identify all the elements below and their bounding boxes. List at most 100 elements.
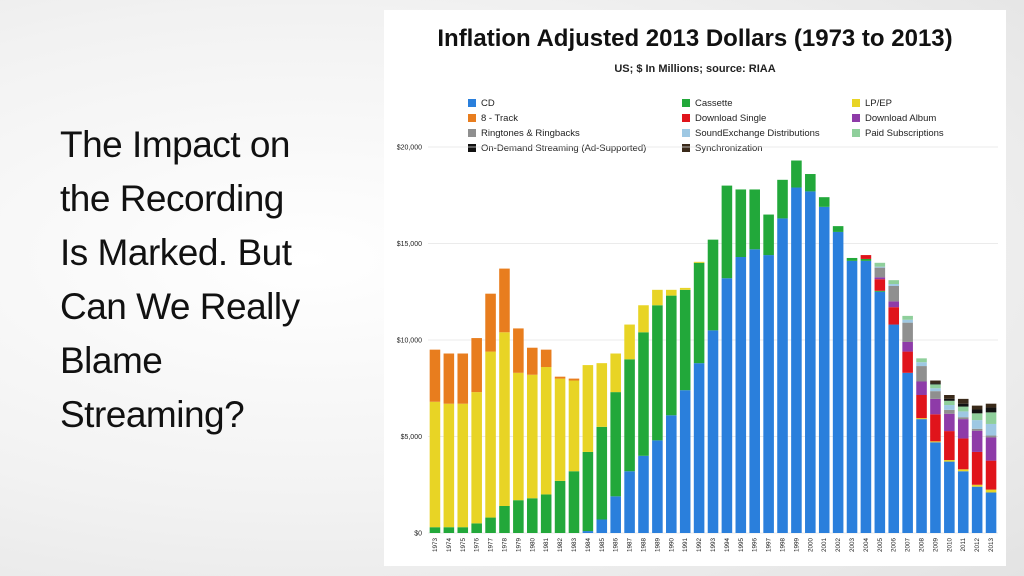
bar-segment [540,494,552,533]
bar-segment [805,174,816,192]
bar-segment [888,284,900,286]
bar-segment [749,249,760,534]
x-tick-label: 1987 [627,538,634,553]
bar-segment [666,415,677,533]
bar-segment [957,469,969,472]
bar-segment [874,291,886,533]
bar-segment [818,206,830,533]
bar-segment [610,496,621,533]
x-tick-label: 1992 [696,538,703,553]
bar-segment [499,332,510,506]
bar-segment [916,381,927,396]
bar-segment [971,430,983,452]
legend-swatch [682,129,690,137]
bar-segment [916,395,927,419]
bar-segment [860,260,872,533]
bar-segment [443,527,455,533]
x-tick-label: 1988 [640,538,647,553]
bar-segment [652,305,663,441]
bar-segment [930,391,941,399]
bar-segment [485,293,496,352]
x-tick-label: 1995 [738,538,745,553]
legend-label: Download Album [865,113,936,124]
bar-segment [443,403,455,528]
bar-segment [596,426,608,520]
bar-segment [930,380,941,384]
bar-segment [971,486,983,533]
bar-segment [652,440,663,533]
bar-segment [971,484,983,487]
x-tick-label: 1998 [780,538,787,553]
bar-segment [902,315,913,320]
x-tick-label: 1973 [432,538,439,553]
bar-segment [874,279,886,291]
legend-swatch [682,114,690,122]
bar-segment [944,460,955,462]
x-tick-label: 2009 [932,538,939,553]
bar-segment [471,523,482,533]
bar-segment [485,517,496,533]
bar-segment [971,451,983,485]
bar-segment [582,365,594,452]
x-tick-label: 2003 [849,538,856,553]
bar-segment [930,414,941,442]
bar-segment [582,451,594,532]
bar-segment [888,301,900,308]
bar-segment [902,341,913,352]
slide-title-line: The Impact on [60,124,291,165]
bar-segment [499,268,510,333]
y-tick-label: $20,000 [397,145,422,152]
x-tick-label: 1979 [515,538,522,553]
bar-segment [860,258,872,261]
bar-segment [457,527,469,533]
bar-segment [610,392,621,497]
bar-segment [832,231,844,534]
bar-segment [874,290,886,292]
bar-segment [874,262,886,267]
bar-segment [763,214,774,256]
bar-segment [554,376,566,379]
bar-segment [443,353,455,404]
bar-segment [916,418,927,420]
bar-segment [777,218,788,533]
bar-segment [957,398,969,404]
legend-swatch [852,114,860,122]
bar-segment [624,359,635,472]
bar-segment [596,519,608,533]
bar-segment [930,441,941,443]
bar-segment [971,413,983,421]
x-tick-label: 1989 [654,538,661,553]
bar-segment [679,289,691,391]
bar-segment [902,351,913,373]
bar-segment [944,398,955,401]
x-tick-label: 1990 [668,538,675,553]
bar-segment [985,412,997,424]
x-tick-label: 1974 [446,538,453,553]
bar-segment [513,372,524,501]
legend-label: Cassette [695,98,733,109]
bar-segment [721,185,733,279]
x-axis: 1973 1974 1975 1976 1977 1978 1979 1980 1981 1982… [432,538,995,553]
bar-segment [957,438,969,470]
legend-label: Paid Subscriptions [865,128,944,139]
y-tick-label: $10,000 [397,338,422,345]
bar-segment [971,405,983,410]
slide-title: The Impact on the Recording Is Marked. B… [60,118,360,442]
bar-segment [624,471,635,533]
bar-segment [679,287,691,290]
bar-segment [957,471,969,533]
bar-segment [652,289,663,306]
bar-segment [791,160,802,188]
x-tick-label: 2000 [807,538,814,553]
bar-segment [874,267,886,278]
bar-segment [805,191,816,533]
x-tick-label: 2007 [905,538,912,553]
bar-segment [930,442,941,533]
bar-segment [471,338,482,393]
y-tick-label: $0 [414,531,422,538]
x-tick-label: 1986 [613,538,620,553]
bar-segment [749,189,760,250]
chart-bars [429,160,997,534]
bar-segment [554,378,566,481]
slide-title-line: Is Marked. But [60,232,292,273]
